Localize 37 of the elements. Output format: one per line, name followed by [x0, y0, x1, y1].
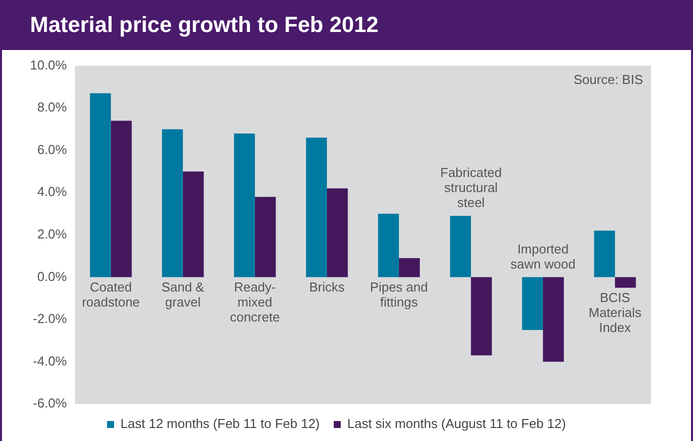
- bar: [522, 277, 543, 330]
- bar: [594, 230, 615, 278]
- x-tick-label: Sand & gravel: [162, 279, 205, 310]
- annotation: Source: BIS: [574, 72, 644, 87]
- x-tick-label: Pipes and fittings: [370, 279, 428, 310]
- x-tick-label: Imported sawn wood: [510, 241, 576, 272]
- y-tick-label: -4.0%: [32, 353, 68, 368]
- bar: [378, 214, 399, 278]
- bar: [614, 277, 636, 288]
- y-tick-label: -6.0%: [32, 396, 68, 411]
- y-tick-label: 6.0%: [37, 142, 68, 157]
- bar: [234, 133, 255, 278]
- bar: [470, 277, 492, 356]
- y-tick-label: 0.0%: [37, 268, 68, 284]
- bar: [162, 129, 183, 278]
- y-tick-label: -2.0%: [32, 311, 68, 326]
- x-tick-label: Bricks: [309, 279, 346, 294]
- bar: [90, 93, 111, 278]
- bar: [306, 138, 327, 278]
- y-tick-label: 8.0%: [37, 100, 68, 115]
- y-tick-label: 10.0%: [30, 57, 68, 72]
- bar: [450, 216, 471, 278]
- legend-label: Last six months (August 11 to Feb 12): [347, 416, 566, 432]
- y-tick-label: 2.0%: [37, 226, 68, 242]
- bar: [254, 196, 276, 278]
- bar: [182, 171, 204, 278]
- chart-title: Material price growth to Feb 2012: [2, 0, 691, 50]
- x-tick-label: Ready-mixed concrete: [230, 279, 280, 324]
- bar: [326, 188, 348, 278]
- bar: [398, 258, 420, 278]
- x-tick-label: Fabricated structural steel: [440, 164, 502, 210]
- legend-label: Last 12 months (Feb 11 to Feb 12): [120, 416, 320, 432]
- x-tick-label: BCIS Materials Index: [588, 290, 642, 335]
- y-tick-label: 4.0%: [37, 184, 68, 200]
- bar: [110, 120, 132, 278]
- bar: [542, 277, 564, 362]
- x-tick-label: Coated roadstone: [82, 279, 140, 310]
